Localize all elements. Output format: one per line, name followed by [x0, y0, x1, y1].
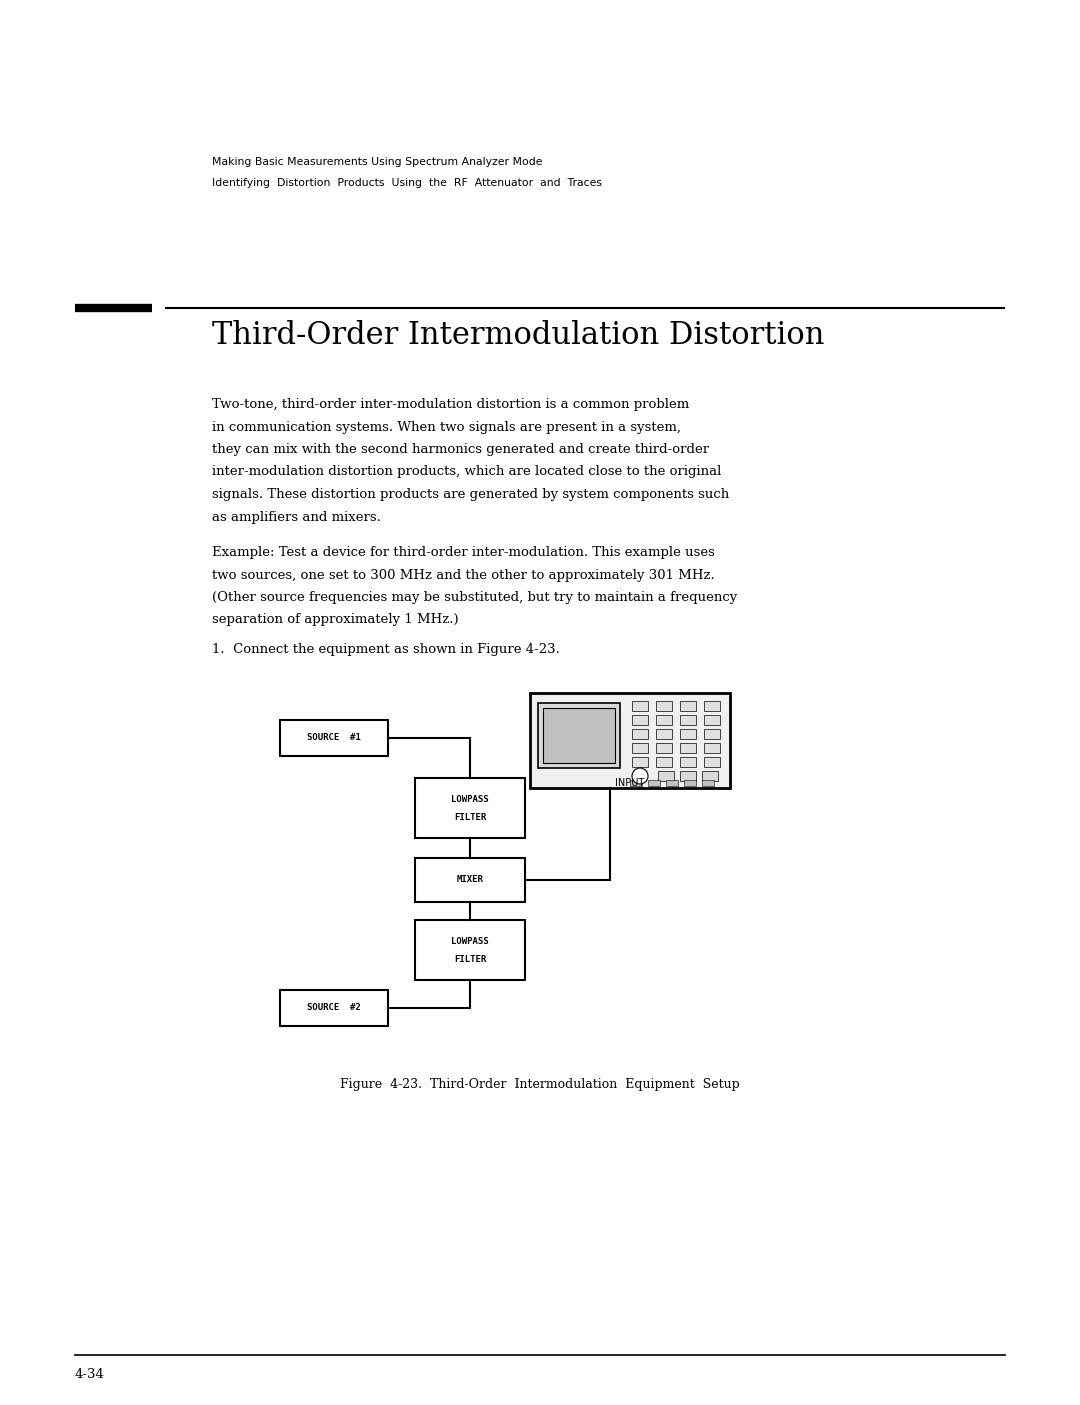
Bar — [704, 743, 720, 753]
Text: Two-tone, third-order inter-modulation distortion is a common problem: Two-tone, third-order inter-modulation d… — [212, 398, 689, 412]
Text: separation of approximately 1 MHz.): separation of approximately 1 MHz.) — [212, 614, 459, 627]
Text: in communication systems. When two signals are present in a system,: in communication systems. When two signa… — [212, 420, 681, 434]
Text: 1.  Connect the equipment as shown in Figure 4-23.: 1. Connect the equipment as shown in Fig… — [212, 643, 559, 656]
Bar — [632, 743, 648, 753]
Text: they can mix with the second harmonics generated and create third-order: they can mix with the second harmonics g… — [212, 443, 710, 457]
Bar — [704, 757, 720, 767]
Bar — [656, 743, 672, 753]
Bar — [702, 771, 718, 781]
Text: Making Basic Measurements Using Spectrum Analyzer Mode: Making Basic Measurements Using Spectrum… — [212, 157, 542, 167]
Bar — [630, 780, 642, 785]
Text: Identifying  Distortion  Products  Using  the  RF  Attenuator  and  Traces: Identifying Distortion Products Using th… — [212, 178, 602, 188]
Bar — [704, 701, 720, 711]
Bar — [415, 920, 525, 981]
Bar — [632, 715, 648, 725]
Text: SOURCE  #2: SOURCE #2 — [307, 1003, 361, 1013]
Bar — [680, 715, 696, 725]
Text: (Other source frequencies may be substituted, but try to maintain a frequency: (Other source frequencies may be substit… — [212, 592, 738, 604]
Text: 4-34: 4-34 — [75, 1368, 105, 1381]
Text: MIXER: MIXER — [457, 875, 484, 885]
Text: LOWPASS: LOWPASS — [451, 937, 489, 947]
Circle shape — [632, 769, 648, 784]
Bar — [632, 701, 648, 711]
Bar — [538, 702, 620, 769]
Bar — [656, 729, 672, 739]
Bar — [543, 708, 615, 763]
Bar — [632, 729, 648, 739]
Bar — [656, 701, 672, 711]
Bar — [680, 757, 696, 767]
Bar — [280, 991, 388, 1026]
Text: Example: Test a device for third-order inter-modulation. This example uses: Example: Test a device for third-order i… — [212, 547, 715, 559]
Bar — [680, 771, 696, 781]
Text: INPUT: INPUT — [615, 778, 645, 788]
Bar — [415, 778, 525, 837]
Bar — [656, 715, 672, 725]
Text: FILTER: FILTER — [454, 955, 486, 964]
Bar — [658, 771, 674, 781]
Bar — [680, 701, 696, 711]
Text: inter-modulation distortion products, which are located close to the original: inter-modulation distortion products, wh… — [212, 465, 721, 479]
Bar — [704, 715, 720, 725]
Bar — [648, 780, 660, 785]
Bar — [280, 719, 388, 756]
Text: as amplifiers and mixers.: as amplifiers and mixers. — [212, 510, 381, 524]
Text: SOURCE  #1: SOURCE #1 — [307, 733, 361, 742]
Bar — [656, 757, 672, 767]
Bar — [415, 858, 525, 902]
Bar — [702, 780, 714, 785]
Text: Figure  4-23.  Third-Order  Intermodulation  Equipment  Setup: Figure 4-23. Third-Order Intermodulation… — [340, 1078, 740, 1092]
Bar — [666, 780, 678, 785]
Text: signals. These distortion products are generated by system components such: signals. These distortion products are g… — [212, 488, 729, 502]
Bar — [680, 743, 696, 753]
Bar — [632, 757, 648, 767]
Text: FILTER: FILTER — [454, 813, 486, 822]
Bar — [680, 729, 696, 739]
Text: Third-Order Intermodulation Distortion: Third-Order Intermodulation Distortion — [212, 320, 824, 351]
Bar — [704, 729, 720, 739]
Bar — [530, 693, 730, 788]
Text: LOWPASS: LOWPASS — [451, 795, 489, 805]
Bar — [684, 780, 696, 785]
Text: two sources, one set to 300 MHz and the other to approximately 301 MHz.: two sources, one set to 300 MHz and the … — [212, 569, 715, 582]
